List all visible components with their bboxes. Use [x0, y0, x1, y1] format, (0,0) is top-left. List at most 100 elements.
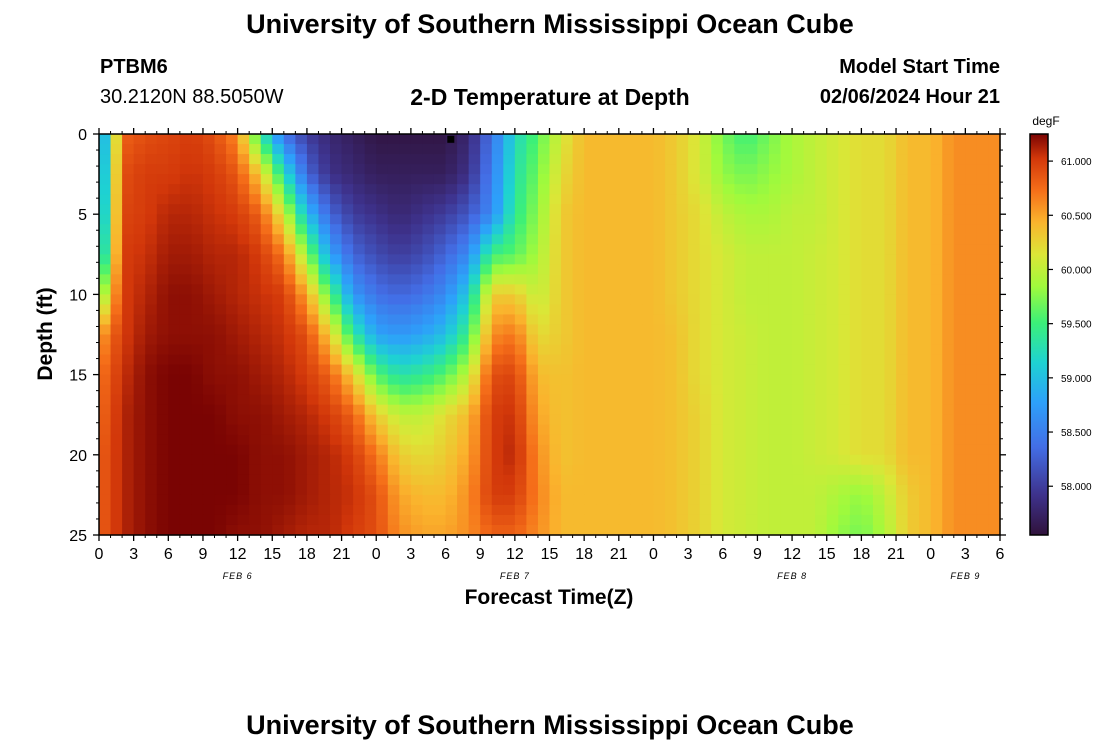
heatmap-cell [99, 374, 112, 386]
heatmap-cell [399, 464, 412, 476]
heatmap-cell [272, 514, 285, 526]
heatmap-cell [896, 484, 909, 496]
heatmap-cell [133, 484, 146, 496]
heatmap-cell [503, 504, 516, 516]
heatmap-cell [387, 284, 400, 296]
heatmap-cell [780, 404, 793, 416]
heatmap-cell [826, 514, 839, 526]
heatmap-cell [457, 524, 470, 536]
heatmap-cell [468, 494, 481, 506]
heatmap-cell [630, 324, 643, 336]
heatmap-cell [780, 414, 793, 426]
heatmap-cell [584, 434, 597, 446]
heatmap-cell [156, 224, 169, 235]
heatmap-cell [272, 184, 285, 195]
heatmap-cell [872, 514, 886, 526]
heatmap-cell [537, 184, 551, 195]
heatmap-cell [133, 234, 146, 245]
heatmap-cell [826, 244, 839, 255]
heatmap-cell [988, 264, 1001, 275]
heatmap-cell [410, 434, 424, 446]
heatmap-cell [768, 524, 782, 536]
heatmap-cell [410, 184, 424, 195]
heatmap-cell [214, 194, 227, 205]
heatmap-cell [514, 354, 527, 366]
heatmap-cell [330, 344, 343, 356]
heatmap-cell [676, 254, 689, 265]
heatmap-cell [145, 214, 158, 225]
heatmap-cell [260, 484, 273, 496]
heatmap-cell [156, 304, 169, 316]
heatmap-cell [179, 514, 193, 526]
heatmap-cell [595, 224, 608, 235]
heatmap-cell [133, 264, 146, 275]
heatmap-cell [584, 494, 597, 506]
heatmap-cell [260, 394, 273, 406]
heatmap-cell [457, 264, 470, 275]
heatmap-cell [168, 334, 181, 346]
heatmap-cell [561, 184, 574, 195]
heatmap-cell [226, 494, 239, 506]
heatmap-cell [572, 284, 585, 296]
heatmap-cell [792, 194, 805, 205]
heatmap-cell [676, 374, 689, 386]
heatmap-cell [122, 184, 135, 195]
heatmap-cell [896, 414, 909, 426]
heatmap-cell [503, 174, 516, 185]
heatmap-cell [491, 414, 504, 426]
heatmap-cell [676, 454, 689, 466]
heatmap-cell [665, 144, 678, 155]
heatmap-cell [353, 444, 366, 456]
heatmap-cell [919, 454, 932, 466]
station-marker [447, 135, 455, 143]
station-id: PTBM6 [100, 56, 168, 78]
heatmap-cell [457, 304, 470, 316]
heatmap-cell [768, 254, 782, 265]
heatmap-cell [433, 504, 447, 516]
heatmap-cell [191, 274, 204, 285]
heatmap-cell [249, 334, 262, 346]
heatmap-cell [145, 374, 158, 386]
heatmap-cell [618, 344, 631, 356]
heatmap-cell [445, 344, 458, 356]
heatmap-cell [376, 384, 389, 396]
heatmap-cell [410, 224, 424, 235]
heatmap-cell [930, 344, 943, 356]
heatmap-cell [122, 244, 135, 255]
heatmap-cell [803, 314, 816, 326]
heatmap-cell [826, 434, 839, 446]
heatmap-cell [457, 204, 470, 215]
heatmap-cell [202, 304, 216, 316]
heatmap-cell [965, 414, 978, 426]
heatmap-cell [849, 354, 862, 366]
y-tick-label: 5 [78, 207, 87, 224]
heatmap-cell [699, 254, 712, 265]
heatmap-cell [514, 134, 527, 145]
heatmap-cell [641, 334, 655, 346]
heatmap-cell [849, 514, 862, 526]
heatmap-cell [514, 314, 527, 326]
heatmap-cell [953, 354, 966, 366]
heatmap-cell [711, 174, 724, 185]
heatmap-cell [306, 144, 320, 155]
heatmap-cell [226, 414, 239, 426]
heatmap-cell [399, 314, 412, 326]
heatmap-cell [653, 464, 666, 476]
heatmap-cell [884, 484, 897, 496]
heatmap-cell [514, 184, 527, 195]
heatmap-cell [618, 214, 631, 225]
heatmap-cell [122, 524, 135, 536]
heatmap-cell [757, 514, 770, 526]
heatmap-cell [722, 134, 735, 145]
heatmap-cell [780, 144, 793, 155]
heatmap-cell [676, 264, 689, 275]
heatmap-cell [491, 264, 504, 275]
heatmap-cell [457, 314, 470, 326]
date-label: FEB 6 [223, 571, 253, 581]
heatmap-cell [237, 164, 250, 175]
heatmap-cell [122, 314, 135, 326]
heatmap-cell [965, 304, 978, 316]
heatmap-cell [399, 204, 412, 215]
heatmap-cell [110, 284, 123, 296]
heatmap-cell [792, 344, 805, 356]
